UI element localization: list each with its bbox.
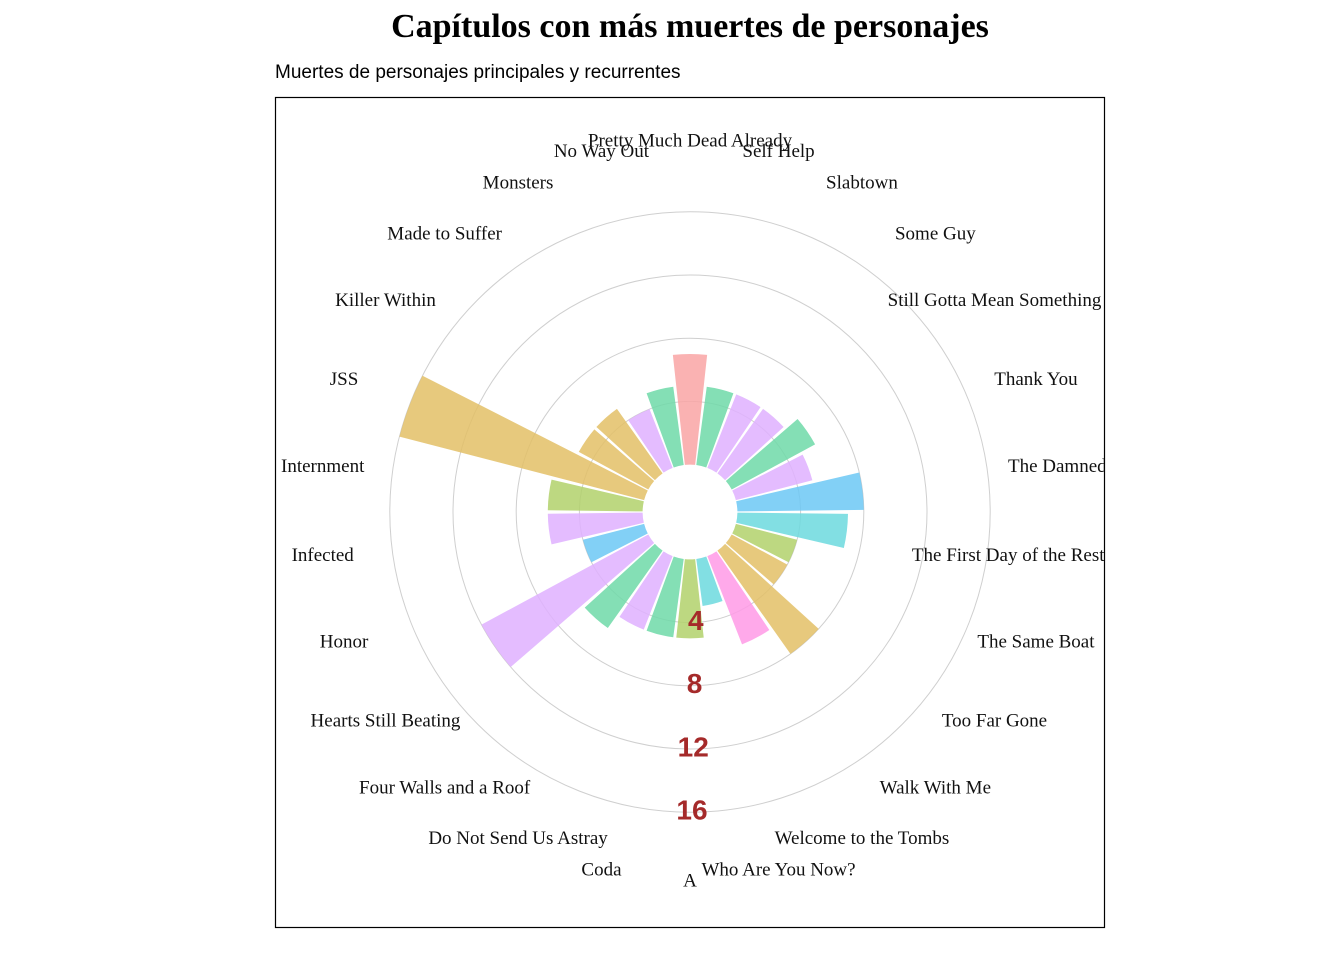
category-label-four-walls-and-a-roof: Four Walls and a Roof — [359, 777, 531, 798]
bar-welcome-to-the-tombs — [707, 551, 770, 645]
bar-pretty-much-dead-already — [672, 353, 708, 465]
category-label-too-far-gone: Too Far Gone — [942, 711, 1047, 732]
category-label-the-damned: The Damned — [1008, 456, 1107, 477]
bar-walk-with-me — [717, 543, 819, 654]
category-label-do-not-send-us-astray: Do Not Send Us Astray — [428, 828, 608, 849]
category-label-welcome-to-the-tombs: Welcome to the Tombs — [775, 828, 950, 849]
bar-do-not-send-us-astray — [619, 551, 673, 630]
category-label-internment: Internment — [281, 456, 365, 477]
category-label-monsters: Monsters — [483, 173, 554, 194]
category-label-slabtown: Slabtown — [826, 173, 898, 194]
category-label-pretty-much-dead-already: Pretty Much Dead Already — [588, 130, 793, 151]
bar-coda — [646, 556, 684, 638]
grid-circle — [515, 337, 865, 687]
category-label-made-to-suffer: Made to Suffer — [387, 223, 502, 244]
category-label-killer-within: Killer Within — [335, 290, 436, 311]
category-label-a: A — [683, 870, 697, 891]
category-label-walk-with-me: Walk With Me — [880, 777, 991, 798]
bar-some-guy — [717, 408, 784, 481]
grid-circle — [389, 211, 991, 813]
bar-no-way-out — [646, 386, 684, 468]
bar-made-to-suffer — [596, 408, 663, 481]
bar-the-same-boat — [732, 523, 798, 563]
category-label-some-guy: Some Guy — [895, 223, 976, 244]
bar-monsters — [628, 409, 673, 473]
radial-tick-labels: 4 8 12 16 — [676, 605, 708, 826]
category-label-thank-you: Thank You — [994, 369, 1078, 390]
bar-too-far-gone — [725, 534, 788, 585]
bar-killer-within — [578, 429, 655, 490]
category-label-honor: Honor — [320, 632, 369, 653]
bar-hearts-still-beating — [481, 534, 655, 668]
bar-who-are-you-now — [696, 556, 723, 606]
bar-honor — [582, 523, 648, 563]
bar-the-damned — [736, 472, 864, 512]
category-label-still-gotta-mean-something: Still Gotta Mean Something — [888, 290, 1102, 311]
category-label-coda: Coda — [581, 860, 622, 881]
radial-tick-4: 4 — [688, 605, 704, 636]
bar-internment — [547, 479, 644, 512]
bar-four-walls-and-a-roof — [584, 543, 663, 629]
radial-tick-12: 12 — [678, 731, 709, 762]
category-label-self-help: Self Help — [742, 141, 814, 162]
bar-a — [676, 559, 704, 639]
bars-group — [399, 353, 864, 668]
bar-self-help — [696, 386, 734, 468]
category-label-who-are-you-now: Who Are You Now? — [701, 860, 855, 881]
bar-thank-you — [732, 454, 813, 501]
chart-subtitle: Muertes de personajes principales y recu… — [275, 62, 681, 83]
chart-title: Capítulos con más muertes de personajes — [391, 8, 989, 45]
plot-panel — [274, 96, 1106, 929]
radial-tick-16: 16 — [676, 795, 707, 826]
bar-slabtown — [707, 394, 761, 473]
category-label-hearts-still-beating: Hearts Still Beating — [311, 711, 461, 732]
bar-still-gotta-mean-something — [725, 418, 816, 490]
radial-tick-8: 8 — [687, 668, 703, 699]
bar-jss — [399, 375, 648, 501]
category-label-the-first-day-of-the-rest-of-your-life: The First Day of the Rest of Your Life — [912, 545, 1203, 566]
grid-circle — [452, 274, 928, 750]
category-label-jss: JSS — [330, 369, 359, 390]
category-labels: A Coda Do Not Send Us Astray Four Walls and… — [281, 130, 1203, 891]
category-label-the-same-boat: The Same Boat — [977, 632, 1095, 653]
bar-the-first-day-of-the-rest-of-your-life — [736, 512, 848, 548]
category-label-no-way-out: No Way Out — [554, 141, 650, 162]
category-label-infected: Infected — [292, 545, 355, 566]
bar-infected — [547, 512, 644, 545]
